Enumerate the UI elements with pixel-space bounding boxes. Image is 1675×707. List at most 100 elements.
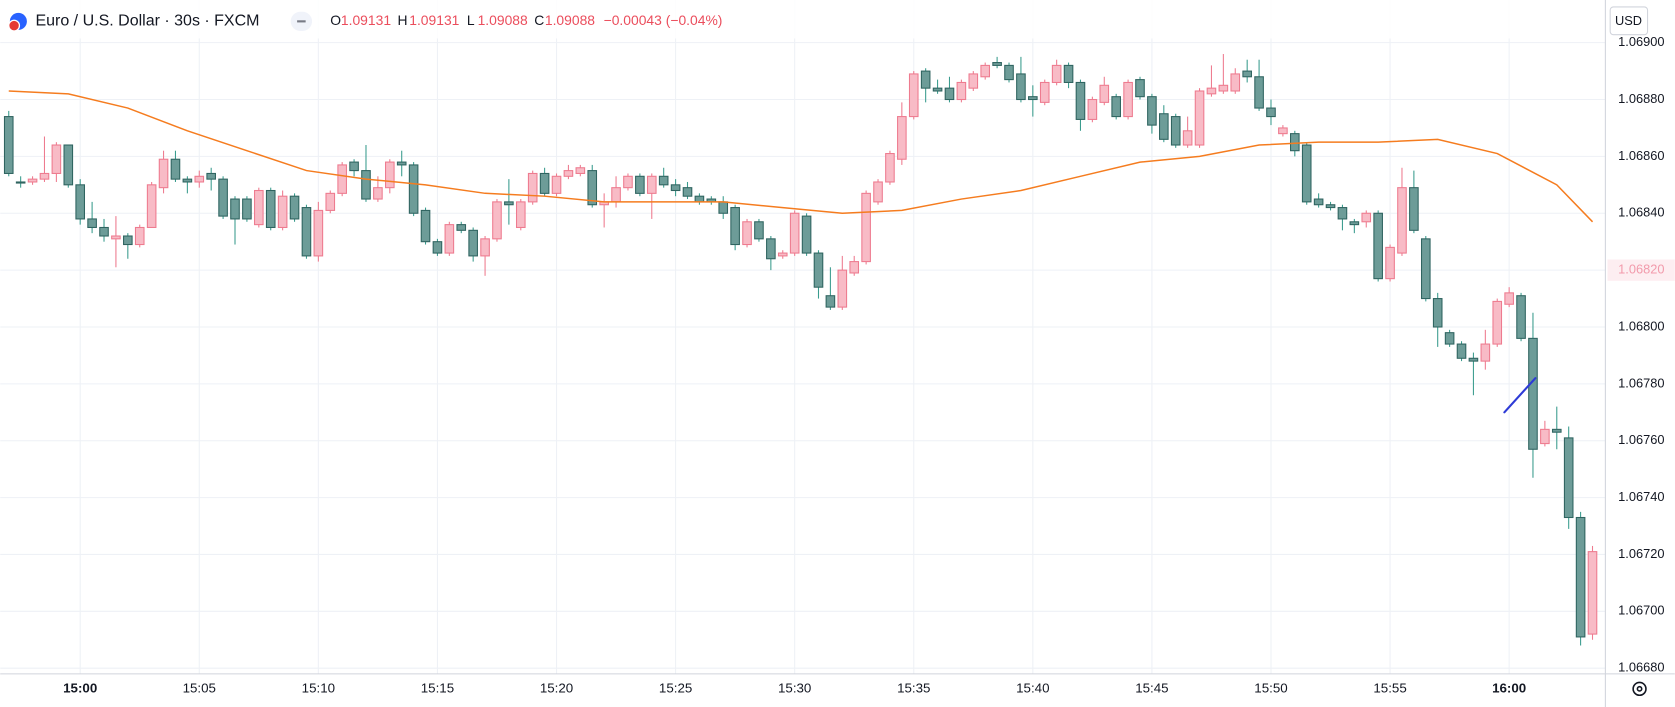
x-tick-label: 15:30	[778, 680, 811, 695]
candle-body	[861, 192, 871, 263]
x-tick-label: 15:50	[1254, 680, 1287, 695]
candle-body	[1540, 428, 1550, 445]
candle-body	[134, 226, 145, 246]
candle-body	[766, 238, 776, 260]
candle-body	[849, 261, 860, 274]
price-marker-label: 1.06820	[1618, 262, 1664, 277]
candle-body	[1004, 64, 1014, 81]
candle-body	[1170, 116, 1181, 146]
candle-body	[777, 252, 788, 257]
candle-body	[456, 224, 467, 231]
candle-body	[1111, 96, 1121, 118]
y-tick-label: 1.06680	[1618, 660, 1664, 675]
y-tick-label: 1.06840	[1618, 205, 1664, 220]
candle-body	[1230, 73, 1241, 92]
candle-body	[587, 170, 598, 206]
candle-body	[1432, 298, 1443, 328]
candle-body	[789, 212, 800, 254]
candle-body	[361, 170, 371, 200]
ohlc-value: 1.09131	[341, 12, 391, 28]
y-tick-label: 1.06900	[1618, 34, 1664, 49]
candle-body	[527, 172, 538, 203]
candle-body	[63, 144, 74, 186]
x-tick-label: 15:20	[540, 680, 573, 695]
candle-body	[1349, 221, 1360, 226]
candle-body	[242, 198, 252, 220]
candle-body	[230, 198, 240, 220]
y-tick-label: 1.06760	[1618, 432, 1664, 447]
candle-body	[349, 161, 359, 172]
candle-body	[1194, 90, 1205, 146]
candle-body	[15, 181, 26, 184]
candle-body	[384, 161, 395, 189]
candle-body	[1087, 98, 1098, 120]
currency-button[interactable]	[1609, 6, 1649, 36]
candle-body	[1266, 107, 1276, 118]
candle-body	[99, 226, 109, 237]
candle-body	[563, 170, 574, 177]
candle-body	[504, 201, 514, 206]
candle-body	[468, 229, 478, 257]
moving-average	[8, 90, 1594, 223]
candle-body	[1182, 130, 1193, 146]
price-marker-box	[1607, 259, 1675, 281]
candle-body	[1254, 76, 1264, 109]
candle-body	[1409, 187, 1419, 231]
candle-body	[551, 175, 562, 194]
y-tick-label: 1.06720	[1618, 546, 1664, 561]
y-tick-label: 1.06700	[1618, 603, 1664, 618]
candle-body	[1361, 212, 1372, 223]
trendline	[1503, 377, 1537, 414]
candle-body	[837, 269, 848, 308]
candle-body	[1575, 516, 1586, 638]
candle-body	[182, 178, 193, 183]
candle-body	[968, 73, 979, 89]
x-tick-label: 15:10	[302, 680, 335, 695]
symbol-icon-badge	[8, 19, 21, 32]
ohlc-key: L	[467, 12, 475, 28]
candle-body	[373, 187, 383, 200]
candle-body	[1301, 144, 1312, 203]
candle-body	[408, 164, 419, 214]
candle-body	[1325, 204, 1336, 209]
candle-body	[39, 172, 50, 180]
candle-body	[1397, 187, 1407, 254]
candle-body	[1528, 337, 1538, 450]
candle-body	[1587, 551, 1598, 635]
ohlc-key: O	[330, 12, 341, 28]
candle-body	[754, 221, 764, 240]
candle-body	[539, 172, 550, 194]
candle-body	[337, 164, 347, 194]
candle-body	[1039, 81, 1050, 103]
candle-body	[658, 175, 669, 186]
y-tick-label: 1.06860	[1618, 148, 1664, 163]
candle-body	[111, 235, 121, 240]
ohlc-value: 1.09088	[478, 12, 528, 28]
settings-button[interactable]	[1632, 681, 1647, 697]
candle-body	[420, 209, 431, 243]
candle-body	[1016, 73, 1026, 101]
candle-body	[635, 175, 645, 194]
candle-body	[432, 241, 443, 254]
candle-body	[1456, 343, 1467, 359]
candle-body	[254, 189, 264, 226]
candle-body	[146, 184, 157, 229]
candle-body	[920, 70, 931, 89]
candle-body	[813, 252, 824, 288]
x-tick-label: 15:35	[897, 680, 930, 695]
candle-body	[123, 235, 133, 246]
candle-body	[801, 215, 812, 254]
candle-body	[908, 73, 919, 118]
x-tick-label: 15:45	[1135, 680, 1168, 695]
candle-body	[932, 87, 943, 92]
y-tick-label: 1.06780	[1618, 375, 1664, 390]
ohlc-value: 1.09131	[409, 12, 459, 28]
candle-body	[480, 238, 490, 257]
candle-body	[992, 62, 1002, 66]
candle-body	[742, 221, 752, 246]
header-bg	[0, 0, 1606, 39]
candle-body	[396, 161, 407, 166]
candle-body	[1290, 133, 1300, 152]
